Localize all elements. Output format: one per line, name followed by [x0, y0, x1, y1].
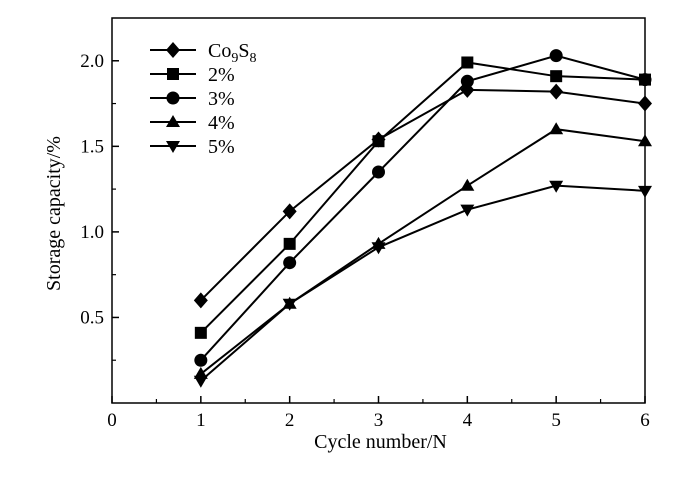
data-point-circle [194, 353, 208, 367]
data-point-circle [460, 74, 474, 88]
legend-label: Co9S8 [208, 40, 256, 66]
legend-item: Co9S8 [150, 40, 256, 66]
x-tick-label: 6 [640, 410, 650, 431]
data-point-triangle-down [193, 375, 208, 388]
x-tick-label: 4 [463, 410, 473, 431]
y-tick-label: 2.0 [80, 51, 104, 72]
x-tick-label: 0 [107, 410, 117, 431]
data-point-triangle-up [460, 178, 475, 191]
data-point-circle [372, 165, 385, 179]
legend-label: 2% [208, 64, 235, 86]
legend-item: 3% [150, 88, 235, 110]
legend-label-sub: 8 [249, 51, 256, 66]
series-co9s8 [193, 81, 652, 309]
data-point-square [194, 326, 207, 339]
x-axis-label: Cycle number/N [314, 431, 447, 453]
data-point-square [372, 135, 385, 148]
x-tick-label: 2 [285, 410, 295, 431]
x-tick-label: 5 [551, 410, 561, 431]
data-point-triangle-down [460, 204, 475, 217]
data-point-triangle-up [549, 122, 564, 135]
legend-item: 2% [150, 64, 235, 86]
series-line [200, 61, 646, 334]
y-axis-label: Storage capacity/% [43, 136, 65, 291]
data-point-square [167, 68, 179, 80]
data-point-triangle-down [638, 185, 652, 198]
legend-label-mid: S [238, 40, 249, 62]
x-tick-label: 1 [196, 410, 206, 431]
legend-label: 5% [208, 136, 235, 158]
data-point-square [461, 56, 474, 69]
data-point-diamond [282, 203, 297, 220]
data-point-circle [549, 49, 563, 63]
y-tick-label: 0.5 [80, 307, 104, 328]
series-2- [194, 56, 651, 339]
series-line [200, 54, 646, 361]
series-layer [193, 49, 652, 388]
data-point-triangle-down [549, 180, 564, 193]
y-tick-label: 1.0 [80, 222, 104, 243]
legend-label: 4% [208, 112, 235, 134]
series-line [200, 184, 646, 382]
axis-ticks: 0 1 2 3 4 5 6 0.5 1.0 1.5 2.0 [80, 51, 650, 431]
y-tick-label: 1.5 [80, 136, 104, 157]
data-point-circle [166, 91, 180, 105]
legend-label: 3% [208, 88, 235, 110]
legend-item: 5% [150, 136, 235, 158]
data-point-diamond [166, 42, 180, 58]
series-4- [193, 122, 652, 379]
series-line [200, 88, 646, 302]
data-point-triangle-down [371, 242, 386, 255]
data-point-diamond [638, 95, 652, 112]
series-3- [194, 49, 652, 367]
data-point-triangle-up [638, 134, 652, 147]
data-point-circle [638, 73, 652, 87]
series-line [200, 128, 646, 375]
legend-item: 4% [150, 112, 235, 134]
x-tick-label: 3 [374, 410, 384, 431]
data-point-circle [283, 256, 297, 270]
series-5- [193, 180, 652, 388]
data-point-square [550, 70, 563, 83]
data-point-triangle-up [166, 115, 180, 127]
data-point-triangle-down [282, 298, 297, 311]
legend-label-sub: 9 [231, 51, 238, 66]
data-point-square [283, 237, 296, 250]
data-point-diamond [193, 292, 208, 309]
legend-label-base: Co [208, 40, 231, 62]
data-point-triangle-down [166, 141, 180, 153]
data-point-diamond [549, 83, 564, 100]
